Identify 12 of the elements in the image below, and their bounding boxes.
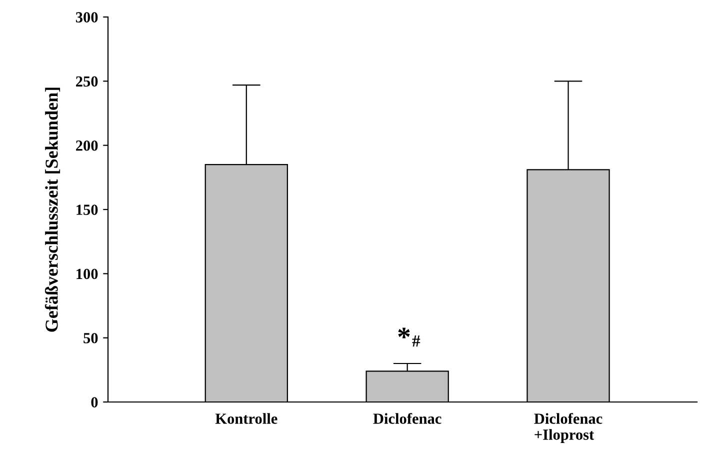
x-tick-label: Diclofenac +Iloprost <box>534 412 602 443</box>
y-tick-label: 150 <box>76 204 98 215</box>
y-tick-label: 50 <box>84 332 98 344</box>
y-axis-title: Gefäßverschlusszeit [Sekunden] <box>44 88 60 332</box>
y-tick-label: 0 <box>91 397 98 408</box>
x-tick-label: Diclofenac <box>373 412 442 424</box>
y-tick-label: 100 <box>76 268 98 280</box>
x-tick-label: Kontrolle <box>215 413 278 424</box>
y-tick-label: 300 <box>76 12 98 22</box>
annotation: *# <box>398 328 420 346</box>
y-tick-label: 200 <box>76 140 98 151</box>
y-tick-label: 250 <box>76 76 98 87</box>
